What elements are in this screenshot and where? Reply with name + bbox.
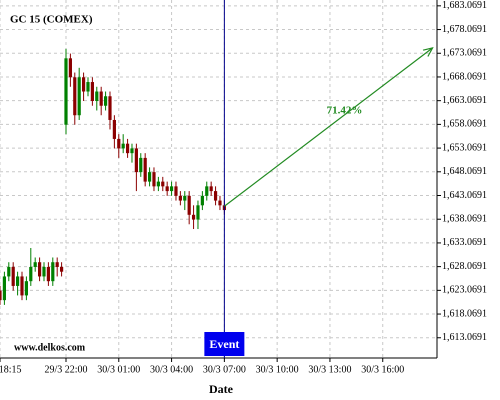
- candle-body: [2, 276, 6, 301]
- candle-body: [218, 200, 222, 206]
- candle-body: [178, 195, 182, 201]
- x-tick-label: 29/3 22:00: [44, 364, 87, 375]
- candle-body: [55, 262, 59, 267]
- candle-body: [42, 266, 46, 277]
- candle-body: [33, 262, 37, 267]
- candle-body: [90, 82, 94, 101]
- candle-body: [143, 157, 147, 182]
- candle-body: [200, 195, 204, 206]
- y-tick-label: 1,633.0691: [442, 237, 487, 248]
- y-tick-label: 1,683.0691: [442, 0, 487, 11]
- candle-body: [77, 77, 81, 116]
- watermark: www.delkos.com: [14, 342, 86, 353]
- candle-body: [29, 266, 33, 282]
- candle-body: [152, 172, 156, 187]
- candle-body: [95, 91, 99, 101]
- candle-body: [51, 262, 55, 282]
- y-tick-label: 1,653.0691: [442, 142, 487, 153]
- candle-body: [125, 143, 130, 154]
- candle-body: [139, 157, 143, 173]
- candle-body: [24, 281, 28, 296]
- candle-body: [46, 266, 50, 282]
- candle-body: [20, 276, 24, 296]
- candle-body: [156, 181, 160, 187]
- x-axis-title: Date: [209, 382, 234, 396]
- x-tick-label: 30/3 13:00: [308, 364, 351, 375]
- x-tick-label: 30/3 07:00: [203, 364, 246, 375]
- candle-body: [147, 172, 152, 182]
- y-tick-label: 1,613.0691: [442, 332, 487, 343]
- x-tick-label: 30/3 10:00: [256, 364, 299, 375]
- y-tick-label: 1,663.0691: [442, 95, 487, 106]
- candle-body: [213, 191, 218, 201]
- projection-arrow: [224, 48, 432, 207]
- candle-body: [169, 186, 174, 192]
- candle-body: [0, 290, 2, 301]
- candle-body: [161, 181, 165, 187]
- candle-body: [196, 205, 200, 220]
- candle-body: [73, 77, 77, 116]
- x-tick-label: 30/3 16:00: [361, 364, 404, 375]
- y-tick-label: 1,638.0691: [442, 214, 487, 225]
- candle-body: [11, 266, 15, 286]
- candle-body: [68, 58, 72, 78]
- y-tick-label: 1,673.0691: [442, 48, 487, 59]
- candle-body: [130, 148, 134, 154]
- x-tick-label: 29/3 18:15: [0, 364, 22, 375]
- candle-body: [37, 262, 42, 277]
- candle-body: [7, 266, 11, 277]
- candle-body: [205, 186, 209, 196]
- projection-label: 71.42%: [327, 105, 363, 117]
- y-tick-label: 1,643.0691: [442, 190, 487, 201]
- candle-body: [15, 276, 20, 286]
- candle-body: [112, 119, 116, 139]
- y-tick-label: 1,658.0691: [442, 119, 487, 130]
- candle-body: [191, 214, 196, 220]
- y-tick-label: 1,668.0691: [442, 71, 487, 82]
- event-label: Event: [209, 337, 239, 351]
- candle-body: [134, 148, 138, 173]
- y-tick-label: 1,618.0691: [442, 308, 487, 319]
- candle-body: [99, 91, 103, 106]
- candle-body: [187, 195, 191, 215]
- y-tick-label: 1,623.0691: [442, 285, 487, 296]
- candle-body: [108, 96, 112, 120]
- candle-body: [117, 138, 121, 149]
- x-tick-label: 30/3 04:00: [150, 364, 193, 375]
- candle-body: [64, 58, 68, 125]
- chart-title: GC 15 (COMEX): [10, 14, 93, 26]
- y-tick-label: 1,678.0691: [442, 24, 487, 35]
- candle-body: [121, 143, 125, 149]
- candle-body: [165, 186, 169, 192]
- x-tick-label: 30/3 01:00: [97, 364, 140, 375]
- candle-body: [81, 77, 86, 92]
- y-tick-label: 1,648.0691: [442, 166, 487, 177]
- candle-body: [59, 266, 64, 272]
- candle-body: [174, 186, 178, 196]
- candle-body: [209, 186, 213, 192]
- y-tick-label: 1,628.0691: [442, 261, 487, 272]
- plot-area: [0, 0, 437, 358]
- event-box: [204, 332, 245, 356]
- candle-body: [86, 82, 90, 92]
- candle-body: [183, 195, 187, 201]
- candle-body: [103, 96, 108, 106]
